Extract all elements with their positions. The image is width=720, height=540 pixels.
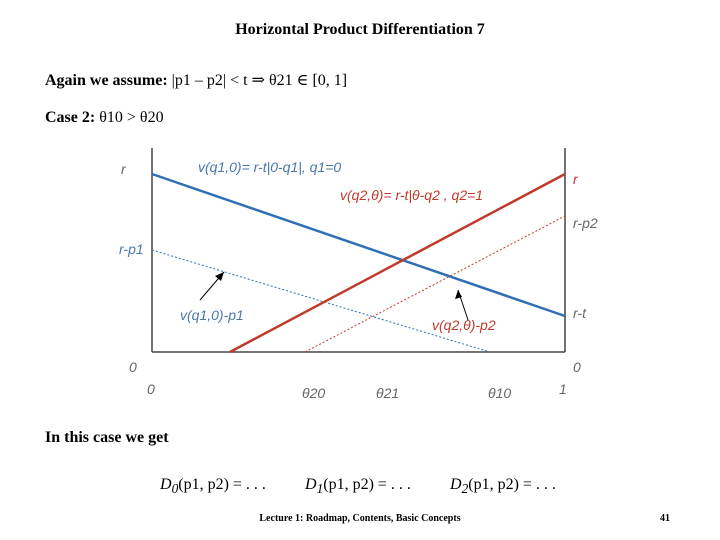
assumption-line: Again we assume: |p1 – p2| < t ⇒ θ21 ∈ [… bbox=[45, 70, 347, 90]
x-label-zero: 0 bbox=[147, 381, 155, 397]
annotation-arrowhead-v2p2 bbox=[455, 290, 462, 299]
left-label-r: r bbox=[121, 161, 127, 177]
demand-d0: D0(p1, p2) = . . . bbox=[160, 476, 266, 497]
v2-net-utility-line bbox=[304, 215, 566, 353]
right-label-r-p2: r-p2 bbox=[573, 215, 598, 231]
v2-utility-line bbox=[229, 172, 566, 354]
conclusion-text: In this case we get bbox=[45, 429, 169, 446]
x-label-one: 1 bbox=[559, 381, 567, 397]
x-label-theta20: θ20 bbox=[302, 385, 325, 401]
x-label-theta21: θ21 bbox=[376, 385, 399, 401]
case-formula: θ10 > θ20 bbox=[99, 109, 164, 126]
v1-net-utility-line bbox=[151, 249, 491, 353]
assumption-formula: |p1 – p2| < t ⇒ θ21 ∈ [0, 1] bbox=[171, 72, 348, 89]
annotation-v1: v(q1,0)= r-t|0-q1|, q1=0 bbox=[198, 159, 341, 175]
left-label-r-p1: r-p1 bbox=[119, 241, 144, 257]
demand-d2: D2(p1, p2) = . . . bbox=[450, 476, 556, 497]
right-label-r-t: r-t bbox=[573, 305, 587, 321]
demand-d1: D1(p1, p2) = . . . bbox=[305, 476, 411, 497]
annotation-v2: v(q2,θ)= r-t|θ-q2 , q2=1 bbox=[340, 187, 483, 203]
slide-title: Horizontal Product Differentiation 7 bbox=[235, 21, 485, 38]
v1-utility-line bbox=[151, 172, 566, 318]
right-label-r: r bbox=[573, 171, 579, 187]
annotation-arrowhead-v1p1 bbox=[215, 272, 224, 281]
assumption-lead: Again we assume: bbox=[45, 72, 168, 89]
x-label-theta10: θ10 bbox=[488, 385, 511, 401]
case-line: Case 2: θ10 > θ20 bbox=[45, 109, 164, 127]
left-label-zero: 0 bbox=[129, 359, 137, 375]
case-label: Case 2: bbox=[45, 109, 96, 126]
annotation-v1-minus-p1: v(q1,0)-p1 bbox=[180, 307, 244, 323]
right-label-zero: 0 bbox=[573, 359, 581, 375]
page-number: 41 bbox=[660, 513, 670, 524]
footer-text: Lecture 1: Roadmap, Contents, Basic Conc… bbox=[259, 513, 461, 524]
annotation-v2-minus-p2: v(q2,θ)-p2 bbox=[432, 317, 496, 333]
